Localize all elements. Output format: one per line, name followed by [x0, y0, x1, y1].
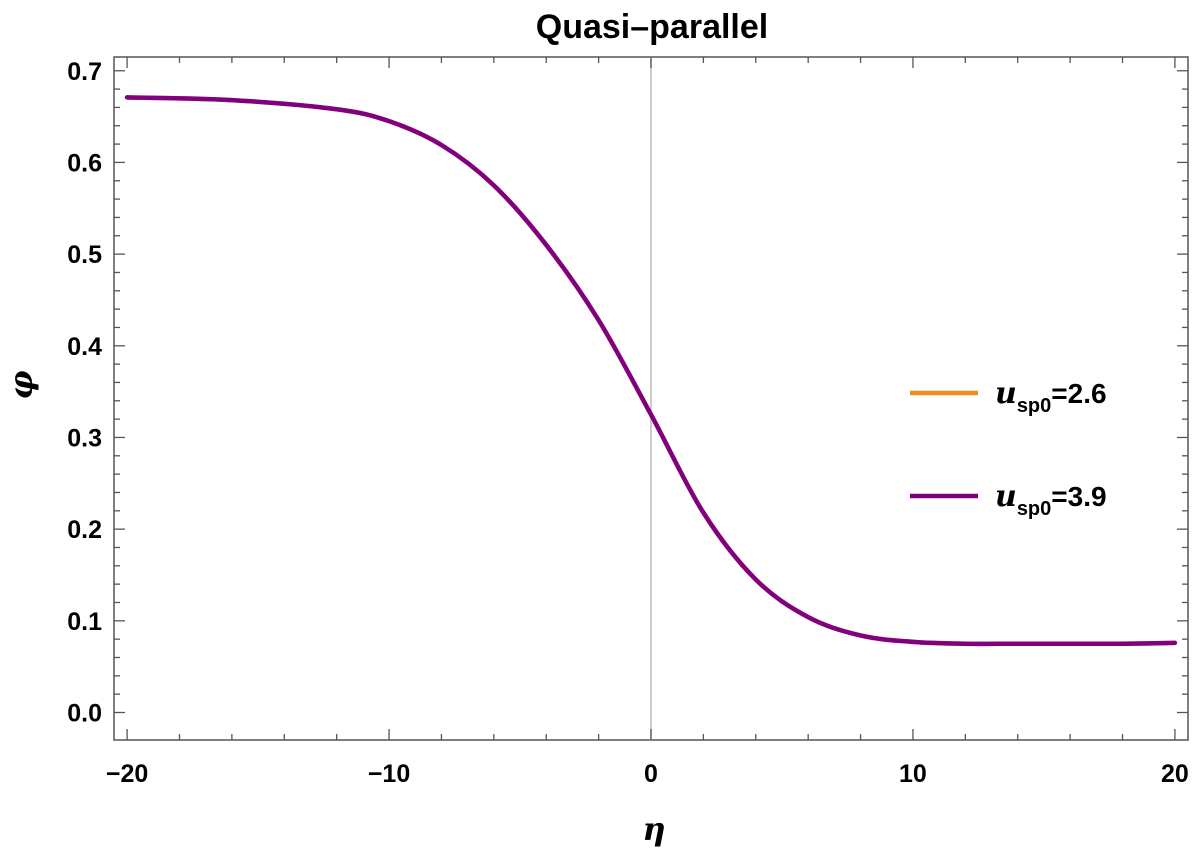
x-axis-ticks: −20 −10 0 10 20	[106, 57, 1189, 788]
y-axis-label: φ	[2, 370, 40, 399]
x-tick-label: 10	[899, 760, 927, 788]
legend-label-2: usp0=3.9	[995, 479, 1107, 520]
legend-label-1: usp0=2.6	[995, 376, 1107, 417]
y-tick-label: 0.1	[67, 608, 102, 636]
y-tick-label: 0.0	[67, 699, 102, 727]
x-tick-label: −20	[106, 760, 148, 788]
series-line-2	[124, 95, 1178, 647]
y-tick-label: 0.4	[67, 333, 102, 361]
x-axis-label: η	[642, 810, 665, 848]
y-tick-label: 0.3	[67, 424, 102, 452]
y-tick-label: 0.7	[67, 58, 102, 86]
y-tick-label: 0.2	[67, 516, 102, 544]
chart-title: Quasi–parallel	[536, 8, 768, 46]
series-lines	[124, 95, 1178, 647]
y-tick-label: 0.5	[67, 241, 102, 269]
y-axis-ticks: 0.0 0.1 0.2 0.3 0.4 0.5 0.6 0.7	[67, 58, 1188, 727]
y-tick-label: 0.6	[67, 149, 102, 177]
x-tick-label: −10	[368, 760, 410, 788]
legend: usp0=2.6 usp0=3.9	[910, 376, 1107, 520]
x-tick-label: 20	[1161, 760, 1189, 788]
x-tick-label: 0	[644, 760, 658, 788]
